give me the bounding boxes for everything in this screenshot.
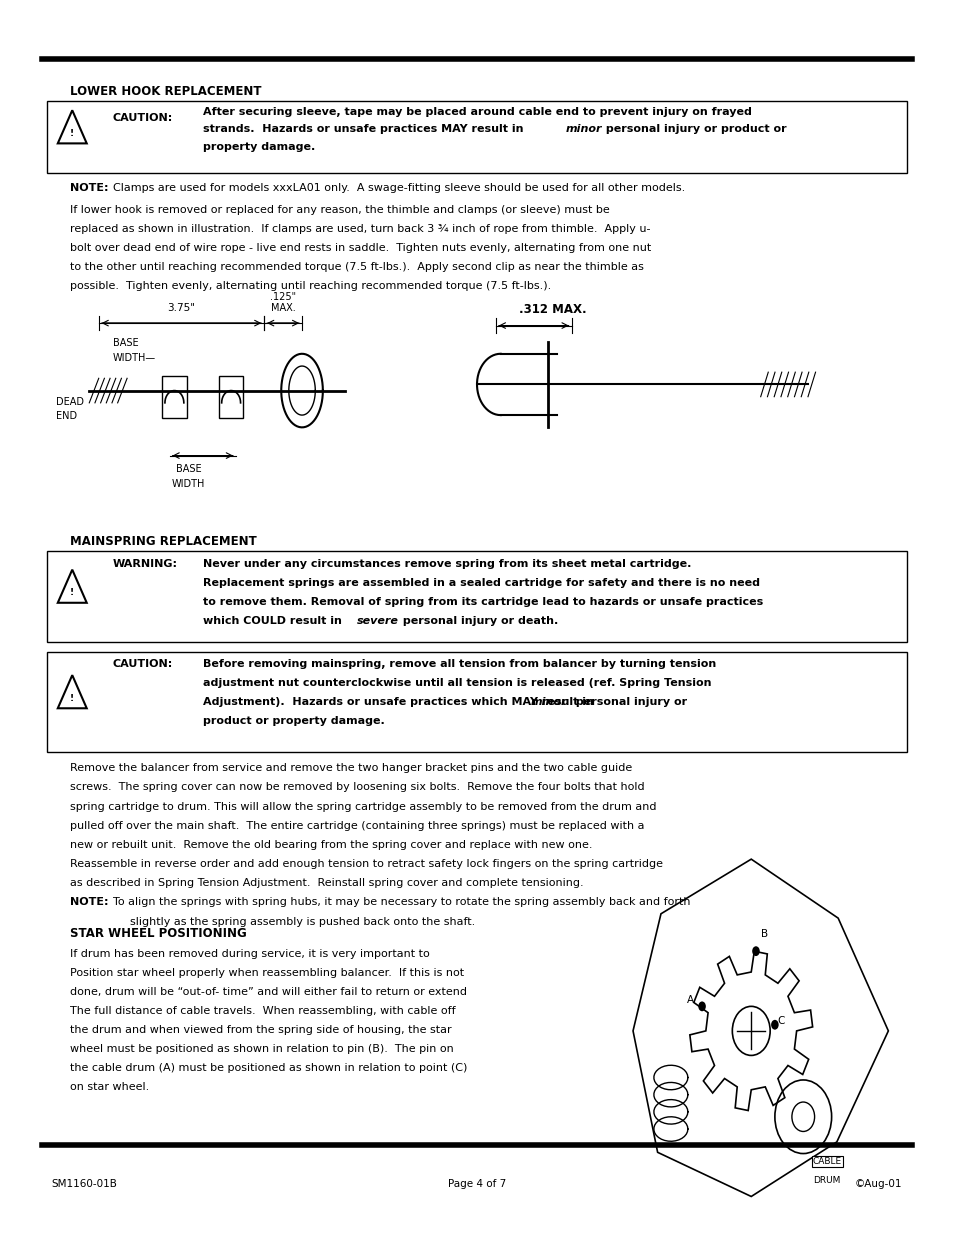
Text: After securing sleeve, tape may be placed around cable end to prevent injury on : After securing sleeve, tape may be place… bbox=[203, 107, 751, 117]
Text: new or rebuilt unit.  Remove the old bearing from the spring cover and replace w: new or rebuilt unit. Remove the old bear… bbox=[71, 840, 592, 850]
Text: to the other until reaching recommended torque (7.5 ft-lbs.).  Apply second clip: to the other until reaching recommended … bbox=[71, 262, 643, 273]
Text: NOTE:: NOTE: bbox=[71, 183, 109, 193]
Text: Clamps are used for models xxxLA01 only.  A swage-fitting sleeve should be used : Clamps are used for models xxxLA01 only.… bbox=[112, 183, 684, 193]
Text: personal injury or death.: personal injury or death. bbox=[398, 616, 558, 626]
Text: WIDTH—: WIDTH— bbox=[112, 352, 156, 363]
Text: .312 MAX.: .312 MAX. bbox=[518, 303, 586, 316]
Text: WARNING:: WARNING: bbox=[112, 558, 177, 568]
Text: Replacement springs are assembled in a sealed cartridge for safety and there is : Replacement springs are assembled in a s… bbox=[203, 578, 759, 588]
Text: replaced as shown in illustration.  If clamps are used, turn back 3 ¾ inch of ro: replaced as shown in illustration. If cl… bbox=[71, 225, 650, 235]
Text: CABLE: CABLE bbox=[812, 1157, 841, 1166]
Text: possible.  Tighten evenly, alternating until reaching recommended torque (7.5 ft: possible. Tighten evenly, alternating un… bbox=[71, 282, 551, 291]
Text: BASE: BASE bbox=[175, 464, 201, 474]
Text: spring cartridge to drum. This will allow the spring cartridge assembly to be re: spring cartridge to drum. This will allo… bbox=[71, 802, 657, 811]
Text: as described in Spring Tension Adjustment.  Reinstall spring cover and complete : as described in Spring Tension Adjustmen… bbox=[71, 878, 583, 888]
Text: adjustment nut counterclockwise until all tension is released (ref. Spring Tensi: adjustment nut counterclockwise until al… bbox=[203, 678, 711, 688]
Text: personal injury or product or: personal injury or product or bbox=[601, 125, 785, 135]
Text: LOWER HOOK REPLACEMENT: LOWER HOOK REPLACEMENT bbox=[71, 85, 261, 98]
Text: the drum and when viewed from the spring side of housing, the star: the drum and when viewed from the spring… bbox=[71, 1025, 452, 1035]
Text: If drum has been removed during service, it is very important to: If drum has been removed during service,… bbox=[71, 948, 430, 958]
Text: CAUTION:: CAUTION: bbox=[112, 659, 173, 669]
Text: ©Aug-01: ©Aug-01 bbox=[854, 1179, 902, 1189]
Text: wheel must be positioned as shown in relation to pin (B).  The pin on: wheel must be positioned as shown in rel… bbox=[71, 1044, 454, 1053]
Text: C: C bbox=[777, 1016, 784, 1026]
Text: Never under any circumstances remove spring from its sheet metal cartridge.: Never under any circumstances remove spr… bbox=[203, 558, 690, 568]
Circle shape bbox=[770, 1020, 778, 1030]
Text: Page 4 of 7: Page 4 of 7 bbox=[447, 1179, 506, 1189]
Text: Adjustment).  Hazards or unsafe practices which MAY result in: Adjustment). Hazards or unsafe practices… bbox=[203, 698, 597, 708]
Text: DRUM: DRUM bbox=[812, 1176, 840, 1184]
Text: which COULD result in: which COULD result in bbox=[203, 616, 345, 626]
Text: minor: minor bbox=[565, 125, 601, 135]
Text: WIDTH: WIDTH bbox=[172, 479, 205, 489]
Text: severe: severe bbox=[356, 616, 398, 626]
Text: strands.  Hazards or unsafe practices MAY result in: strands. Hazards or unsafe practices MAY… bbox=[203, 125, 527, 135]
Text: NOTE:: NOTE: bbox=[71, 897, 109, 908]
Text: To align the springs with spring hubs, it may be necessary to rotate the spring : To align the springs with spring hubs, i… bbox=[112, 897, 690, 908]
Text: 3.75": 3.75" bbox=[168, 304, 195, 314]
Text: minor: minor bbox=[531, 698, 567, 708]
Text: slightly as the spring assembly is pushed back onto the shaft.: slightly as the spring assembly is pushe… bbox=[130, 916, 475, 926]
Text: pulled off over the main shaft.  The entire cartridge (containing three springs): pulled off over the main shaft. The enti… bbox=[71, 820, 644, 830]
Text: Position star wheel properly when reassembling balancer.  If this is not: Position star wheel properly when reasse… bbox=[71, 968, 464, 978]
Text: !: ! bbox=[71, 694, 74, 703]
Text: done, drum will be “out-of- time” and will either fail to return or extend: done, drum will be “out-of- time” and wi… bbox=[71, 987, 467, 997]
Circle shape bbox=[698, 1002, 705, 1011]
Text: Remove the balancer from service and remove the two hanger bracket pins and the : Remove the balancer from service and rem… bbox=[71, 763, 632, 773]
Text: screws.  The spring cover can now be removed by loosening six bolts.  Remove the: screws. The spring cover can now be remo… bbox=[71, 783, 644, 793]
Text: to remove them. Removal of spring from its cartridge lead to hazards or unsafe p: to remove them. Removal of spring from i… bbox=[203, 597, 762, 606]
Text: !: ! bbox=[71, 128, 74, 138]
Text: SM1160-01B: SM1160-01B bbox=[51, 1179, 117, 1189]
Text: STAR WHEEL POSITIONING: STAR WHEEL POSITIONING bbox=[71, 926, 247, 940]
Text: BASE: BASE bbox=[112, 338, 138, 348]
Text: The full distance of cable travels.  When reassembling, with cable off: The full distance of cable travels. When… bbox=[71, 1005, 456, 1015]
Text: product or property damage.: product or property damage. bbox=[203, 716, 384, 726]
Text: B: B bbox=[760, 929, 767, 939]
Text: on star wheel.: on star wheel. bbox=[71, 1082, 150, 1092]
Text: .125"
MAX.: .125" MAX. bbox=[270, 291, 295, 314]
Text: If lower hook is removed or replaced for any reason, the thimble and clamps (or : If lower hook is removed or replaced for… bbox=[71, 205, 610, 215]
Text: DEAD: DEAD bbox=[56, 396, 84, 406]
Text: MAINSPRING REPLACEMENT: MAINSPRING REPLACEMENT bbox=[71, 535, 257, 548]
Text: !: ! bbox=[71, 588, 74, 598]
Text: Reassemble in reverse order and add enough tension to retract safety lock finger: Reassemble in reverse order and add enou… bbox=[71, 858, 662, 868]
FancyBboxPatch shape bbox=[218, 375, 243, 417]
Text: Before removing mainspring, remove all tension from balancer by turning tension: Before removing mainspring, remove all t… bbox=[203, 659, 716, 669]
FancyBboxPatch shape bbox=[162, 375, 187, 417]
Text: the cable drum (A) must be positioned as shown in relation to point (C): the cable drum (A) must be positioned as… bbox=[71, 1063, 467, 1073]
Text: A: A bbox=[687, 995, 694, 1005]
Text: bolt over dead end of wire rope - live end rests in saddle.  Tighten nuts evenly: bolt over dead end of wire rope - live e… bbox=[71, 243, 651, 253]
Text: property damage.: property damage. bbox=[203, 142, 314, 152]
Text: CAUTION:: CAUTION: bbox=[112, 112, 173, 122]
Text: END: END bbox=[56, 411, 77, 421]
Circle shape bbox=[751, 946, 759, 956]
Text: personal injury or: personal injury or bbox=[571, 698, 686, 708]
